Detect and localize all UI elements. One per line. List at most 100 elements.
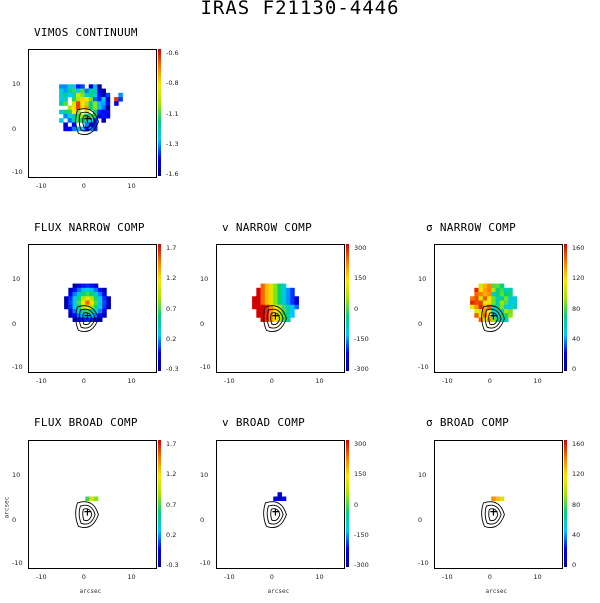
map-pixel <box>290 300 295 306</box>
map-pixel <box>63 88 68 94</box>
flux-contour <box>484 308 502 329</box>
map-pixel <box>67 109 73 115</box>
map-pixel <box>68 304 73 310</box>
panel-title: σ NARROW COMP <box>426 221 516 234</box>
map-pixel <box>273 304 278 310</box>
colorbar-tick-label: 160 <box>572 244 585 252</box>
map-pixel <box>256 313 261 318</box>
nucleus-cross-marker <box>272 508 280 516</box>
colorbar-tick-label: 0 <box>354 500 359 509</box>
map-pixel <box>277 304 283 310</box>
map-pixel <box>499 313 505 318</box>
nucleus-cross-marker <box>272 312 280 320</box>
map-pixel <box>64 304 69 310</box>
map-pixel <box>281 296 287 301</box>
map-pixel <box>474 300 479 306</box>
map-pixel <box>491 287 496 293</box>
map-pixel <box>76 101 81 106</box>
map-pixel <box>102 292 107 297</box>
colorbar-tick-label: 300 <box>354 440 367 448</box>
map-pixel <box>264 283 270 289</box>
map-pixel <box>80 92 85 98</box>
y-tick-label: 10 <box>12 274 21 283</box>
y-tick-label: 10 <box>200 274 209 283</box>
map-pixel <box>89 313 95 318</box>
map-pixel <box>80 97 85 102</box>
map-pixel <box>269 308 274 314</box>
map-pixel <box>474 304 479 310</box>
flux-contour <box>75 501 99 529</box>
map-pixel <box>508 300 513 306</box>
map-pixel <box>273 308 278 314</box>
map-pixel <box>80 113 85 119</box>
map-pixel <box>85 308 90 314</box>
map-pixel <box>84 88 90 94</box>
map-pixel <box>487 283 492 289</box>
map-pixel <box>93 317 99 322</box>
map-pixel <box>508 287 513 293</box>
map-pixel <box>76 283 82 289</box>
map-pixel <box>84 92 90 98</box>
colorbar-tick-label: -150 <box>354 334 369 343</box>
y-tick-label: 0 <box>418 320 423 329</box>
colorbar <box>346 440 349 567</box>
map-pixel <box>290 296 295 301</box>
map-pixel <box>294 304 299 310</box>
map-pixel <box>269 304 274 310</box>
map-pixel <box>503 287 509 293</box>
colorbar-tick-label: 1.7 <box>166 440 177 448</box>
map-pixel <box>81 287 86 293</box>
map-pixel <box>81 308 86 314</box>
map-pixel <box>281 496 287 502</box>
map-pixel <box>84 113 90 119</box>
map-pixel <box>93 300 99 306</box>
map-pixel <box>81 304 86 310</box>
colorbar-tick-label: 0 <box>354 304 359 313</box>
map-pixel <box>97 313 103 318</box>
x-tick-label: 10 <box>127 573 136 581</box>
map-pixel <box>92 88 98 94</box>
map-pixel <box>71 84 77 89</box>
map-pixel <box>88 84 94 89</box>
map-pixel <box>118 97 123 102</box>
map-pixel <box>499 283 505 289</box>
map-pixel <box>72 296 78 301</box>
y-tick-label: 0 <box>12 320 17 329</box>
map-pixel <box>102 313 107 318</box>
map-pixel <box>93 296 99 301</box>
map-pixel <box>85 317 90 322</box>
x-tick-label: -10 <box>223 377 235 385</box>
map-pixel <box>495 304 501 310</box>
colorbar-tick-label: -300 <box>354 365 369 373</box>
flux-contour <box>266 308 284 329</box>
map-image <box>481 496 505 529</box>
x-tick-label: 0 <box>81 377 86 385</box>
map-pixel <box>478 304 484 310</box>
map-pixel <box>114 101 119 106</box>
map-pixel <box>67 118 73 123</box>
map-pixel <box>499 304 505 310</box>
map-pixel <box>482 300 488 306</box>
y-tick-label: -10 <box>418 559 429 568</box>
map-pixel <box>118 92 123 98</box>
map-pixel <box>281 304 287 310</box>
flux-contour <box>78 504 96 525</box>
colorbar <box>564 244 567 371</box>
colorbar-tick-label: 40 <box>572 530 581 539</box>
flux-contour <box>484 504 502 525</box>
y-tick-label: 10 <box>418 274 427 283</box>
x-tick-label: 10 <box>127 182 136 190</box>
flux-contour <box>488 508 499 522</box>
map-pixel <box>67 92 73 98</box>
map-pixel <box>101 101 106 106</box>
y-tick-label: 0 <box>418 516 423 525</box>
map-pixel <box>256 287 261 293</box>
map-pixel <box>71 101 77 106</box>
map-pixel <box>491 496 496 502</box>
map-pixel <box>290 308 295 314</box>
nucleus-cross-marker <box>84 508 92 516</box>
map-pixel <box>285 308 291 314</box>
map-pixel <box>105 92 111 98</box>
map-pixel <box>72 300 78 306</box>
map-pixel <box>491 317 496 322</box>
